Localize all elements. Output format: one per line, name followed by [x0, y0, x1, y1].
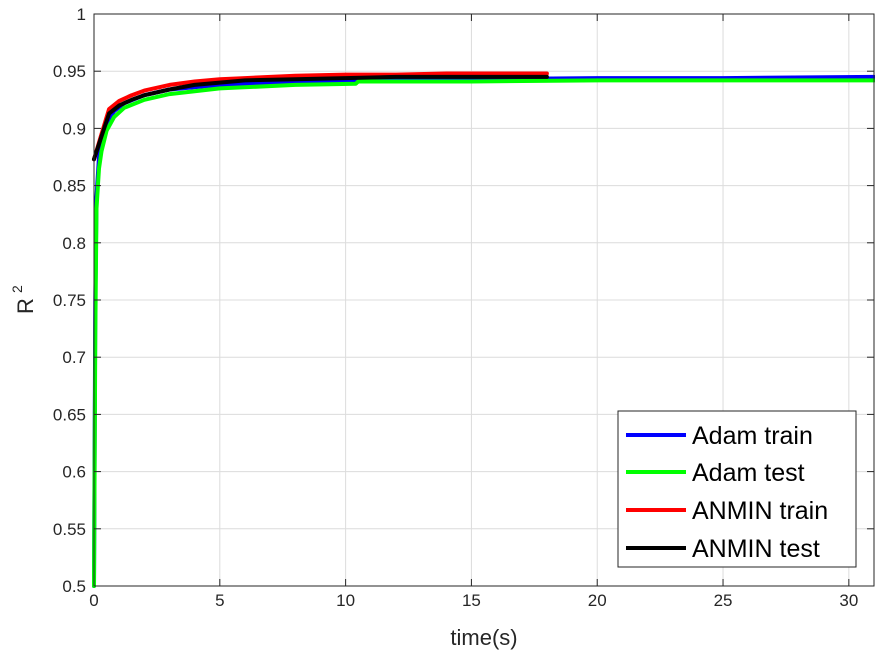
legend-label: Adam train — [692, 422, 813, 450]
axes — [93, 13, 875, 587]
y-tick-label: 0.55 — [53, 520, 86, 539]
series-line-anmin-test — [92, 74, 549, 162]
legend: Adam train Adam test ANMIN train ANMIN test — [617, 410, 857, 568]
y-axis-label-group: R 2 — [9, 285, 38, 314]
y-axis-label-superscript: 2 — [9, 285, 25, 293]
x-tick-label: 20 — [588, 591, 607, 610]
x-axis-label: time(s) — [450, 625, 517, 650]
y-tick-label: 0.5 — [62, 577, 86, 596]
y-tick-label: 0.95 — [53, 62, 86, 81]
series-line-anmin-train — [92, 71, 549, 162]
y-tick-label: 0.7 — [62, 348, 86, 367]
y-tick-label: 0.75 — [53, 291, 86, 310]
legend-label: ANMIN train — [692, 497, 828, 525]
y-tick-label: 0.65 — [53, 405, 86, 424]
plot-frame — [93, 13, 875, 587]
y-tick-label: 0.8 — [62, 234, 86, 253]
x-tick-label: 30 — [839, 591, 858, 610]
x-tick-label: 5 — [215, 591, 224, 610]
legend-label: ANMIN test — [692, 535, 820, 563]
legend-label: Adam test — [692, 459, 805, 487]
y-axis-label: R — [13, 298, 38, 314]
y-tick-label: 0.85 — [53, 177, 86, 196]
x-tick-label: 0 — [89, 591, 98, 610]
series-line-adam-test — [92, 78, 875, 588]
y-tick-label: 1 — [77, 5, 86, 24]
y-tick-label: 0.9 — [62, 119, 86, 138]
series-group — [92, 71, 875, 588]
tick-labels: 0 5 10 15 20 25 30 0.5 0.55 0.6 0.65 0.7 0.75 0.8 0.85… — [53, 5, 858, 610]
y-tick-label: 0.6 — [62, 463, 86, 482]
x-tick-label: 10 — [336, 591, 355, 610]
x-tick-label: 15 — [462, 591, 481, 610]
x-tick-label: 25 — [714, 591, 733, 610]
